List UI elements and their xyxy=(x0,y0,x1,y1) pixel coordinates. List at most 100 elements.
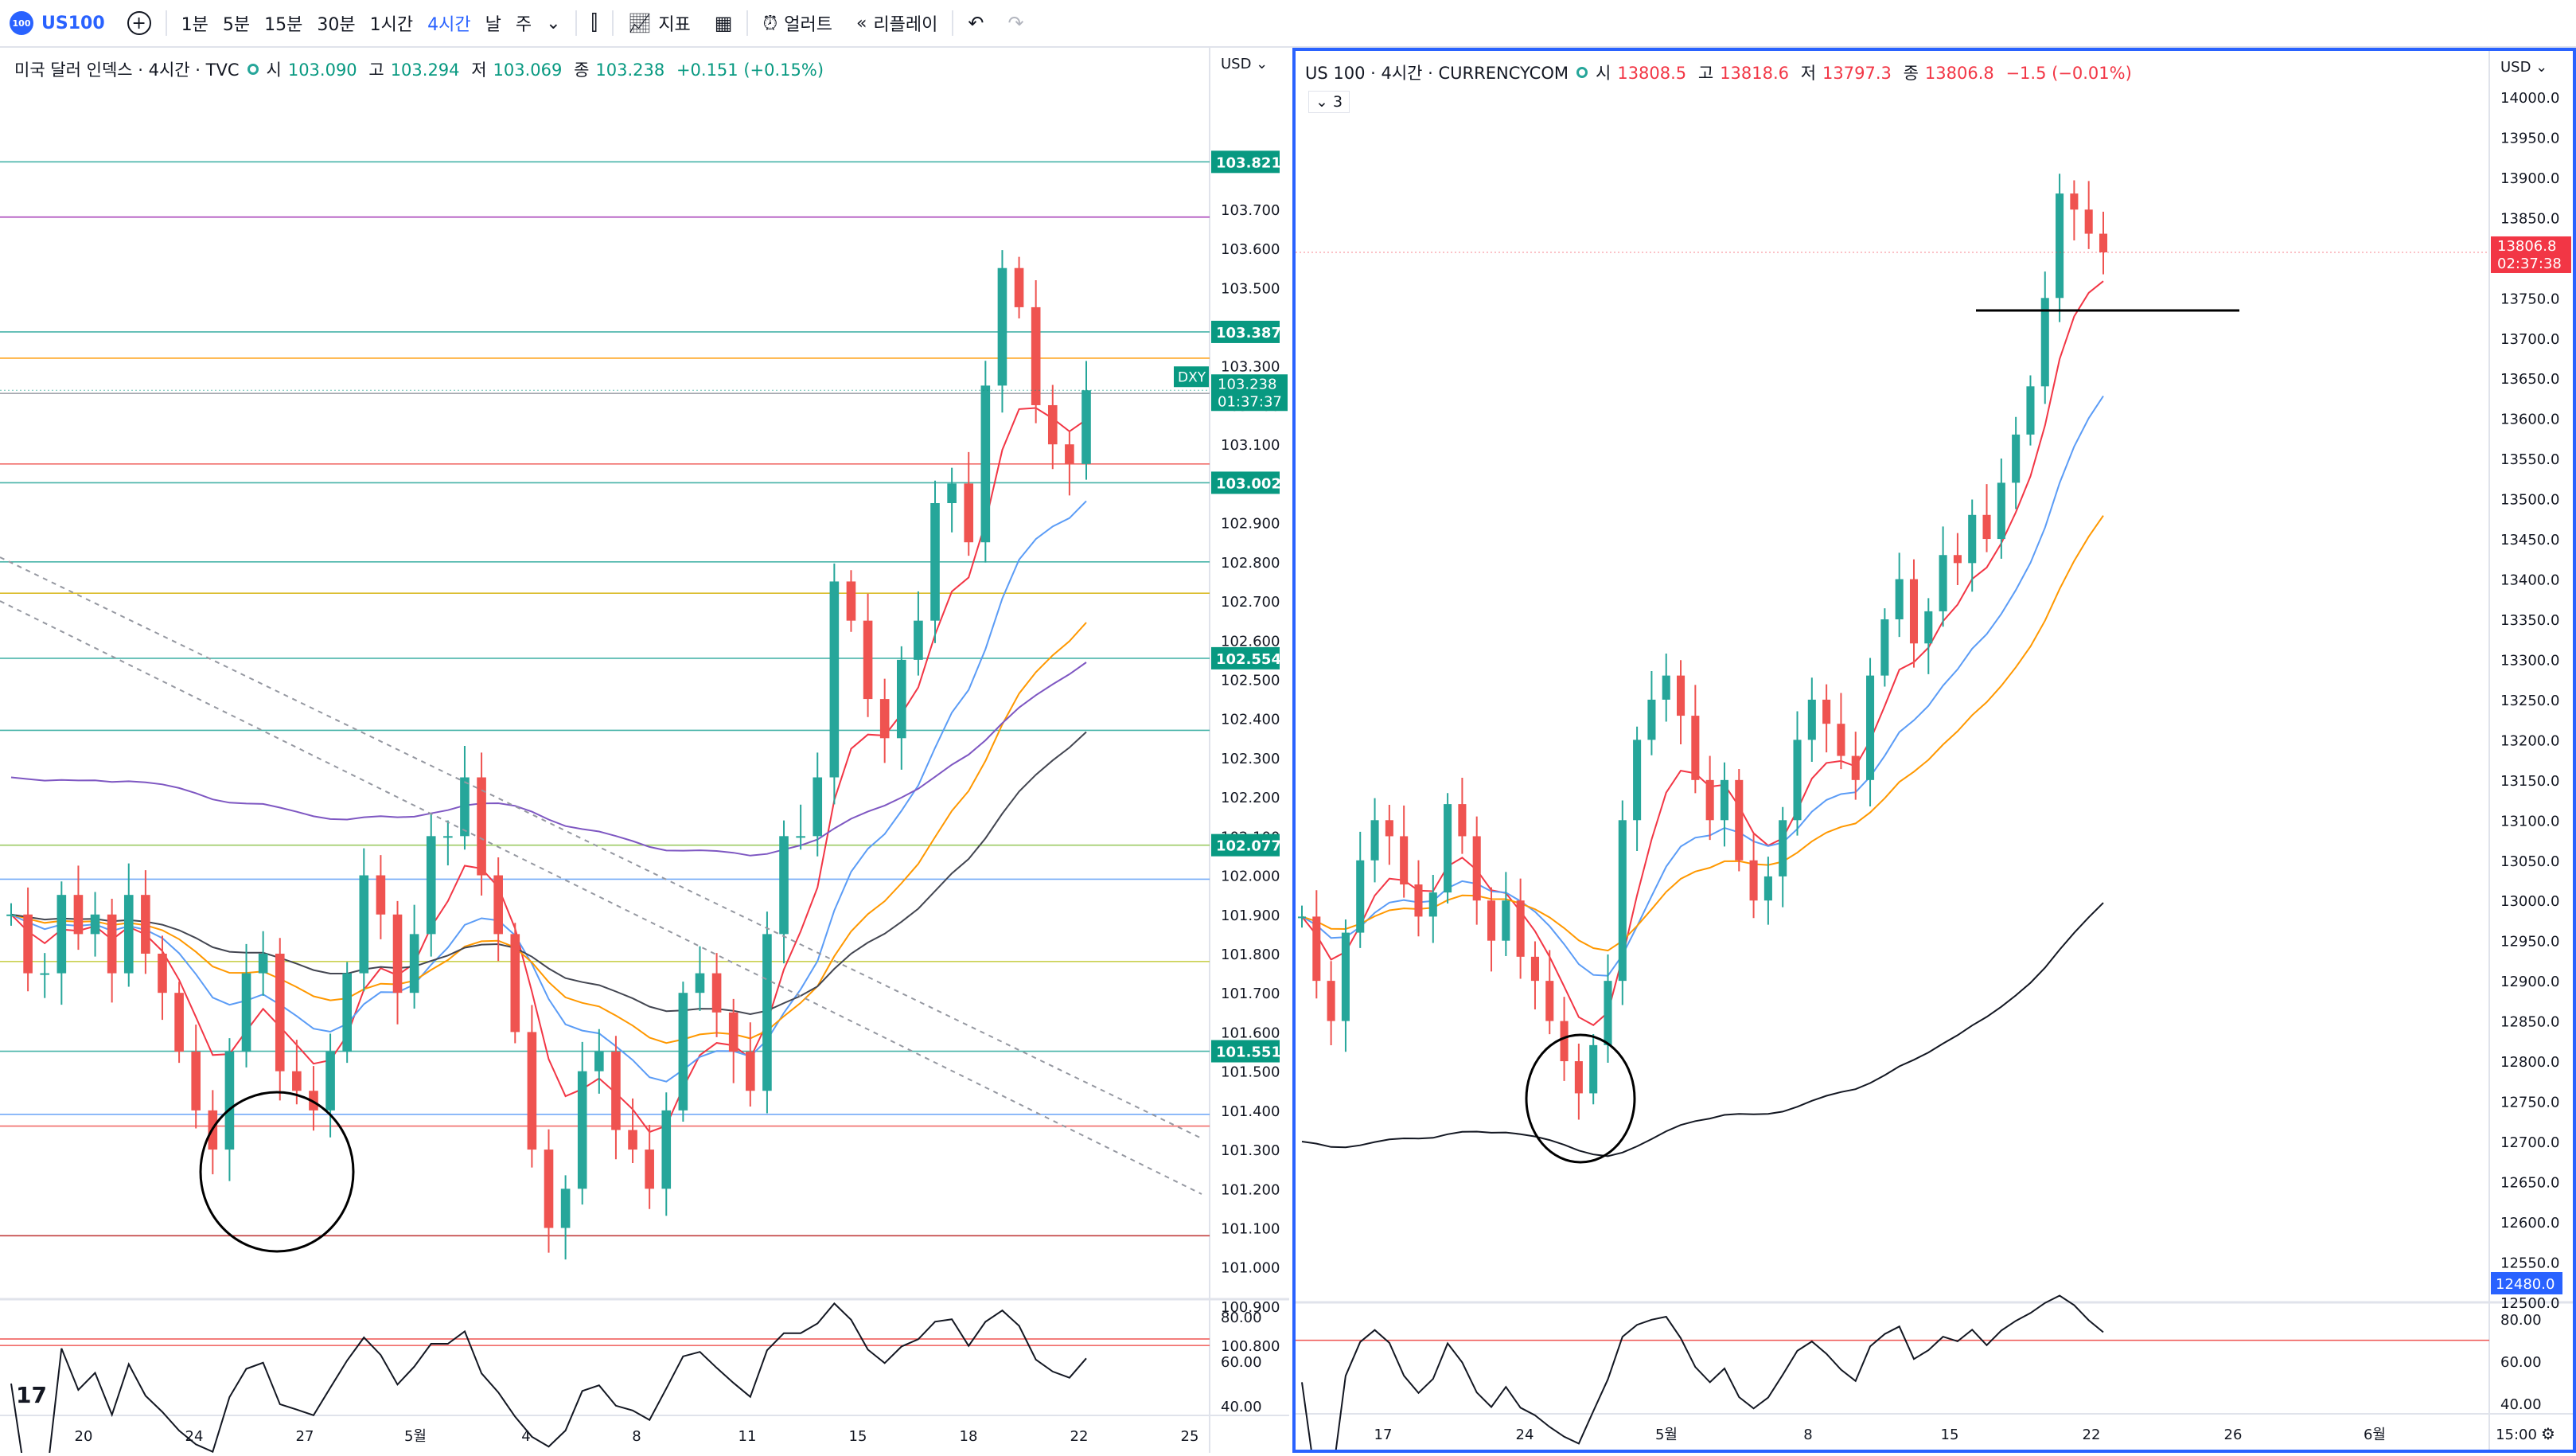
symbol-tag-badge xyxy=(1174,366,1209,388)
price-tick-label: 13150.0 xyxy=(2500,773,2559,790)
ma-purple-line xyxy=(10,662,1087,857)
time-tick-label: 20 xyxy=(75,1428,93,1445)
alert-button[interactable]: 얼러트 xyxy=(784,15,832,35)
time-tick-label: 18 xyxy=(960,1428,978,1445)
price-tick-label: 13600.0 xyxy=(2500,412,2559,428)
time-tick-label: 15 xyxy=(1941,1427,1959,1443)
candle-body xyxy=(779,836,789,935)
toolbar-divider xyxy=(575,10,577,36)
price-tick-label: 100.800 xyxy=(1221,1338,1280,1355)
last-price-value: 13806.8 xyxy=(2497,238,2556,255)
candle-body xyxy=(1997,482,2005,540)
ohlc-close: 103.238 xyxy=(595,61,665,80)
ma-red-line xyxy=(1301,280,2104,1027)
candle-body xyxy=(2012,434,2021,483)
interval-30m[interactable]: 30분 xyxy=(317,15,356,35)
candle-body xyxy=(678,993,688,1111)
rsi-tick-label: 80.00 xyxy=(2500,1312,2542,1329)
candle-body xyxy=(1047,404,1058,445)
candle-body xyxy=(544,1150,554,1228)
price-tick-label: 13200.0 xyxy=(2500,732,2559,749)
candle-body xyxy=(23,914,33,974)
candle-body xyxy=(258,953,268,974)
price-tick-label: 102.900 xyxy=(1221,516,1280,533)
currency-label: USD ⌄ xyxy=(1221,56,1268,72)
candle-body xyxy=(1618,820,1627,982)
price-tick-label: 103.100 xyxy=(1221,437,1280,454)
interval-15m[interactable]: 15분 xyxy=(264,15,303,35)
price-level-badge xyxy=(1211,320,1280,343)
market-status-icon xyxy=(247,64,259,75)
tradingview-logo: 17 xyxy=(16,1382,47,1408)
price-tick-label: 101.000 xyxy=(1221,1260,1280,1277)
candle-body xyxy=(359,875,369,974)
price-tick-label: 102.000 xyxy=(1221,869,1280,885)
redo-icon[interactable]: ↷ xyxy=(1007,12,1024,34)
undo-icon[interactable]: ↶ xyxy=(968,12,984,34)
chevron-down-icon: ⌄ xyxy=(1315,93,1328,111)
rsi-tick-label: 40.00 xyxy=(2500,1396,2542,1413)
right-chart-title[interactable]: US 100 · 4시간 · CURRENCYCOM xyxy=(1305,64,1569,83)
indicators-icon[interactable]: 📈︎ xyxy=(627,12,653,34)
candle-body xyxy=(964,483,974,543)
replay-icon[interactable]: « xyxy=(855,13,867,33)
price-tick-label: 13550.0 xyxy=(2500,451,2559,468)
candle-body xyxy=(813,777,823,837)
candle-body xyxy=(1866,675,1875,780)
candle-body xyxy=(1327,981,1335,1021)
price-tick-label: 13450.0 xyxy=(2500,532,2559,548)
interval-week[interactable]: 주 xyxy=(515,15,532,35)
candle-body xyxy=(1312,916,1321,982)
ohlc-low: 103.069 xyxy=(493,61,563,80)
interval-5m[interactable]: 5분 xyxy=(222,15,251,35)
studies-collapse-button[interactable]: ⌄ 3 xyxy=(1308,91,1350,113)
time-tick-label: 17 xyxy=(1374,1427,1393,1443)
symbol-search-button[interactable]: US100 xyxy=(41,13,105,33)
candle-body xyxy=(409,934,419,993)
chevron-down-icon[interactable]: ⌄ xyxy=(546,13,561,33)
interval-1h[interactable]: 1시간 xyxy=(369,15,414,35)
candle-body xyxy=(1691,716,1700,780)
right-chart-svg[interactable]: 14000.013950.013900.013850.013800.013750… xyxy=(1296,51,2573,1456)
compare-add-icon[interactable]: + xyxy=(127,11,151,35)
candle-body xyxy=(1014,267,1024,307)
left-chart-title[interactable]: 미국 달러 인덱스 · 4시간 · TVC xyxy=(14,61,240,80)
indicators-button[interactable]: 지표 xyxy=(658,15,691,35)
price-tick-label: 103.500 xyxy=(1221,280,1280,297)
layout-grid-icon[interactable]: ▦ xyxy=(714,12,733,34)
candle-body xyxy=(997,267,1007,386)
candle-body xyxy=(661,1110,672,1189)
interval-day[interactable]: 날 xyxy=(485,15,501,35)
left-chart-pane[interactable]: 103.700103.600103.500103.400103.300103.2… xyxy=(0,48,1289,1456)
ohlc-change: −1.5 (−0.01%) xyxy=(2005,64,2132,83)
settings-gear-icon: ⚙ xyxy=(2541,1424,2555,1443)
candle-body xyxy=(2099,233,2108,252)
candle-body xyxy=(6,914,16,916)
candle-body xyxy=(493,875,503,935)
candle-body xyxy=(1444,804,1452,893)
candle-body xyxy=(695,973,705,993)
symbol-logo[interactable]: 100 xyxy=(10,11,33,35)
alert-icon[interactable]: ⏰︎ xyxy=(762,12,778,34)
right-chart-legend: US 100 · 4시간 · CURRENCYCOM 시 13808.5 고 138… xyxy=(1305,61,2138,84)
right-chart-pane[interactable]: 14000.013950.013900.013850.013800.013750… xyxy=(1292,48,2576,1456)
candle-style-icon[interactable]: ⫿ xyxy=(590,10,598,35)
price-level-label: 103.002 xyxy=(1216,475,1281,492)
price-tick-label: 12750.0 xyxy=(2500,1095,2559,1111)
candle-body xyxy=(443,836,453,838)
interval-1m[interactable]: 1분 xyxy=(181,15,208,35)
candle-body xyxy=(2070,193,2079,210)
candle-body xyxy=(1735,779,1744,861)
candle-body xyxy=(1560,1021,1569,1062)
candle-body xyxy=(2056,193,2064,299)
time-tick-label: 24 xyxy=(185,1428,204,1445)
price-tick-label: 13850.0 xyxy=(2500,210,2559,227)
price-tick-label: 12700.0 xyxy=(2500,1134,2559,1151)
toolbar-divider xyxy=(611,10,614,36)
replay-button[interactable]: 리플레이 xyxy=(873,15,938,35)
interval-4h[interactable]: 4시간 xyxy=(427,15,471,35)
left-chart-svg[interactable]: 103.700103.600103.500103.400103.300103.2… xyxy=(0,48,1289,1456)
time-tick-label: 5월 xyxy=(1655,1427,1678,1443)
ma-red-line xyxy=(10,407,1087,1134)
ohlc-low-label: 저 xyxy=(1800,64,1817,83)
